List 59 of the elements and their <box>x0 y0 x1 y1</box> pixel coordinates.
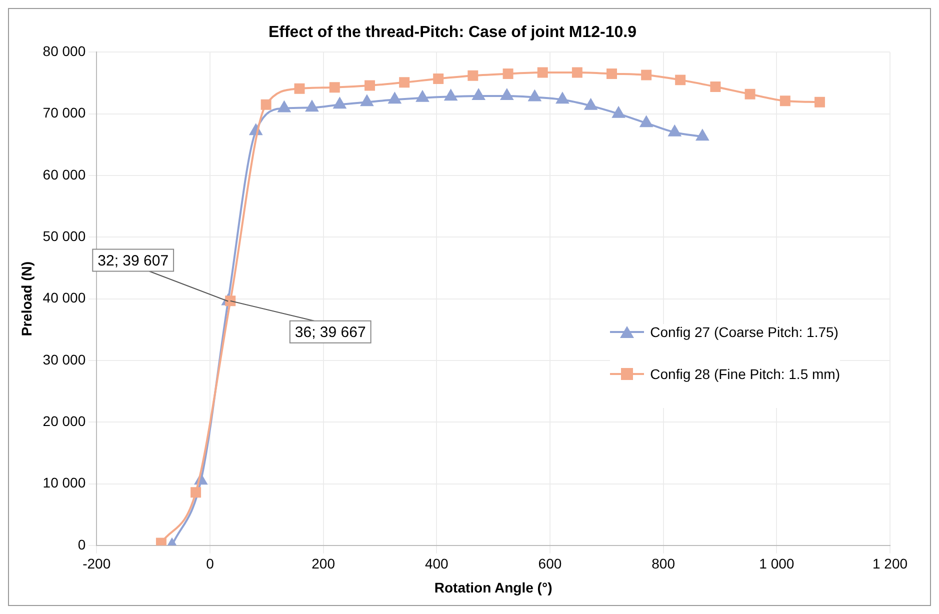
point <box>744 88 756 100</box>
point <box>537 67 548 78</box>
point <box>329 82 340 93</box>
x-tick-label: 0 <box>206 556 214 572</box>
point <box>360 95 374 106</box>
point <box>556 92 569 104</box>
x-tick-label: 200 <box>312 556 336 572</box>
point <box>399 77 410 88</box>
point <box>433 73 444 84</box>
point <box>814 96 825 108</box>
point <box>260 99 272 110</box>
y-tick-label: 80 000 <box>42 43 86 60</box>
y-tick-label: 50 000 <box>42 228 86 244</box>
point <box>334 98 346 109</box>
legend-label: Config 27 (Coarse Pitch: 1.75) <box>650 324 838 340</box>
point <box>640 116 653 128</box>
point <box>156 538 166 546</box>
point <box>675 74 686 86</box>
x-tick-label: 400 <box>424 556 449 572</box>
point <box>696 130 709 141</box>
point <box>468 70 478 81</box>
y-tick-label: 70 000 <box>42 104 86 121</box>
point <box>606 68 617 80</box>
y-tick-label: 60 000 <box>42 166 86 182</box>
annotation: 36; 39 667 <box>294 324 366 341</box>
x-tick-label: 600 <box>538 556 562 572</box>
x-tick-label: 1 000 <box>759 556 794 572</box>
point <box>278 101 290 112</box>
point <box>668 125 681 136</box>
annotation: 32; 39 607 <box>98 252 169 270</box>
y-tick-label: 0 <box>78 536 86 552</box>
y-axis-title: Preload (N) <box>18 261 34 336</box>
point <box>306 100 318 112</box>
point <box>710 81 721 92</box>
point <box>388 92 401 104</box>
y-tick-label: 30 000 <box>42 351 86 368</box>
point <box>528 90 541 102</box>
x-tick-label: 1 200 <box>872 556 908 572</box>
point <box>780 96 790 106</box>
y-tick-label: 10 000 <box>42 474 86 491</box>
x-tick-label: 800 <box>652 556 676 572</box>
y-tick-label: 40 000 <box>42 290 86 306</box>
point <box>294 83 305 94</box>
point <box>641 70 652 80</box>
point <box>444 90 458 101</box>
point <box>500 88 514 100</box>
point <box>416 90 429 102</box>
chart-title: Effect of the thread-Pitch: Case of joint M12-10.9 <box>268 24 637 42</box>
legend-label: Config 28 (Fine Pitch: 1.5 mm) <box>650 366 840 382</box>
point <box>225 296 236 306</box>
point <box>364 80 376 91</box>
x-tick-label: -200 <box>82 556 111 572</box>
point <box>472 88 485 100</box>
point <box>612 106 625 118</box>
point <box>584 98 597 110</box>
y-tick-label: 20 000 <box>42 412 86 429</box>
point <box>502 68 514 80</box>
x-axis-title: Rotation Angle (°) <box>434 579 552 596</box>
point <box>572 67 582 78</box>
